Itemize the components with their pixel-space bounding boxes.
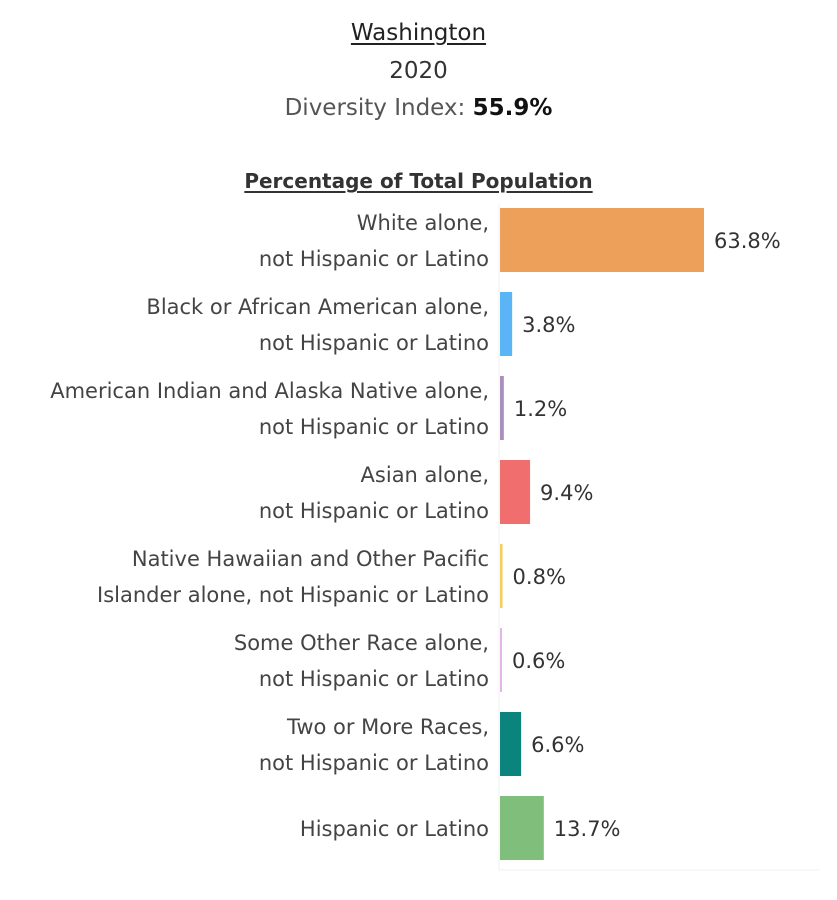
value-label: 63.8% [714,229,781,253]
bar[interactable] [500,460,531,524]
diversity-index: Diversity Index: 55.9% [0,95,837,121]
bar[interactable] [500,292,513,356]
bar[interactable] [500,544,503,608]
category-label: Islander alone, not Hispanic or Latino [97,583,489,607]
bar[interactable] [500,628,502,692]
state-title: Washington [350,20,487,46]
category-label: not Hispanic or Latino [259,667,489,691]
category-label: Black or African American alone, [146,295,489,319]
value-label: 9.4% [540,481,593,505]
category-label: not Hispanic or Latino [259,331,489,355]
category-label: Two or More Races, [286,715,489,739]
category-label: not Hispanic or Latino [259,751,489,775]
category-label: Asian alone, [361,463,489,487]
diversity-index-label: Diversity Index: [284,95,466,121]
year-label: 2020 [389,58,448,84]
value-label: 0.8% [513,565,566,589]
value-label: 1.2% [514,397,567,421]
category-label: White alone, [357,211,489,235]
diversity-index-value: 55.9% [472,95,553,121]
value-label: 3.8% [522,313,575,337]
category-label: not Hispanic or Latino [259,499,489,523]
bar[interactable] [500,208,704,272]
category-label: not Hispanic or Latino [259,415,489,439]
chart-title: Percentage of Total Population [244,169,593,193]
category-label: not Hispanic or Latino [259,247,489,271]
value-label: 13.7% [554,817,621,841]
category-label: American Indian and Alaska Native alone, [50,379,489,403]
value-label: 6.6% [531,733,584,757]
category-label: Hispanic or Latino [300,817,489,841]
category-label: Native Hawaiian and Other Pacific [132,547,489,571]
value-label: 0.6% [512,649,565,673]
category-label: Some Other Race alone, [234,631,489,655]
bar[interactable] [500,376,504,440]
bar[interactable] [500,796,544,860]
bar[interactable] [500,712,522,776]
